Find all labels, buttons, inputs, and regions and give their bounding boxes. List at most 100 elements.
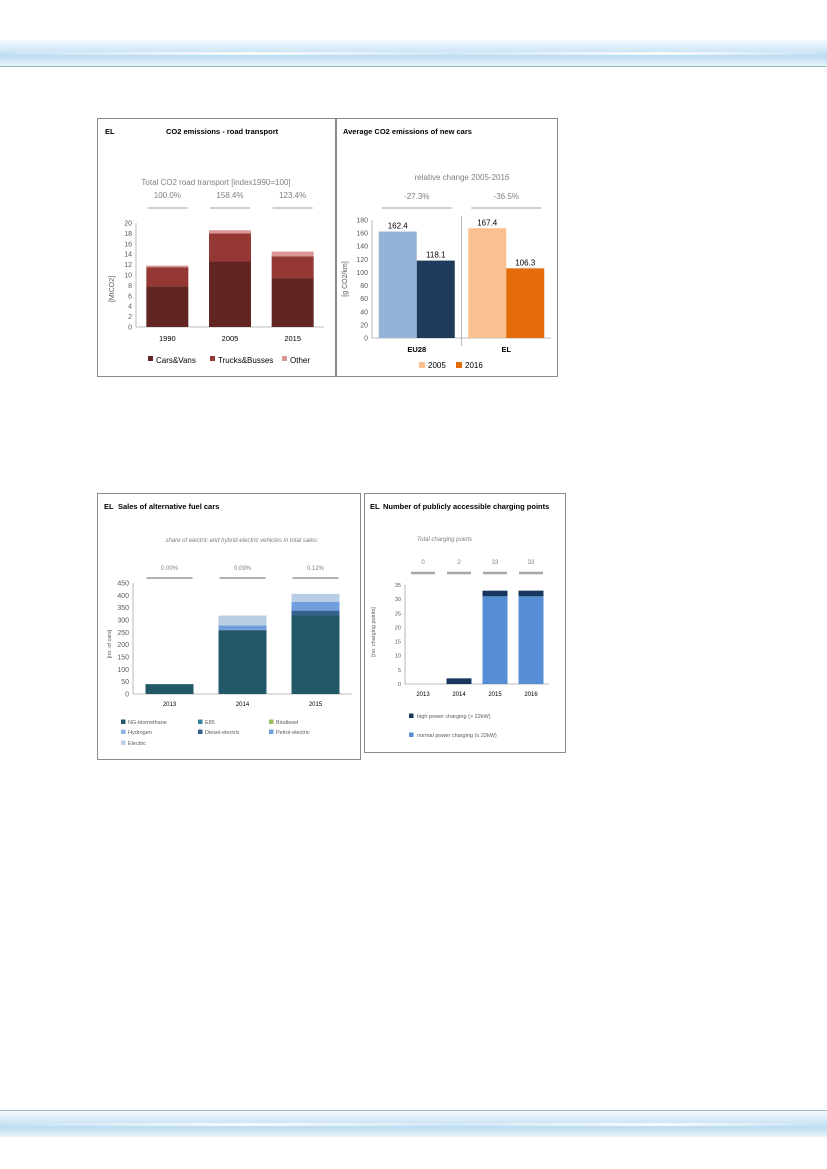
legend-label-other: Other	[290, 356, 310, 365]
legend-swatch-ng-biomethane	[121, 719, 126, 724]
y-tick-label: 0	[125, 692, 129, 699]
y-tick-label: 30	[395, 597, 401, 603]
bar-high-power-charging-22kw-2015	[482, 590, 508, 597]
x-tick-label: 2015	[284, 334, 301, 343]
chart-title: Number of publicly accessible charging p…	[383, 502, 549, 511]
y-tick-label: 0	[128, 325, 132, 332]
y-tick-label: 100	[356, 270, 368, 277]
charging-points-chart: EL Number of publicly accessible chargin…	[370, 502, 549, 739]
y-tick-label: 12	[124, 262, 132, 269]
bar-petrol-electric-2015	[291, 601, 340, 611]
co2-road-transport-chart: EL CO2 emissions - road transport Total …	[105, 127, 324, 365]
y-tick-label: 40	[360, 309, 368, 316]
bar-cars-vans-2005	[209, 261, 251, 327]
y-tick-label: 25	[395, 611, 401, 617]
y-tick-label: 160	[356, 231, 368, 238]
y-axis-label: [no. of cars]	[107, 629, 113, 658]
legend-swatch-petrol-electric	[269, 729, 274, 734]
y-tick-label: 4	[128, 304, 132, 311]
legend-swatch-trucks-busses	[210, 356, 215, 361]
data-label: 118.1	[426, 251, 446, 260]
x-tick-label: 2015	[309, 702, 323, 708]
x-tick-label: 2016	[524, 692, 538, 698]
chart-title: CO2 emissions - road transport	[166, 127, 279, 136]
y-tick-label: 14	[124, 252, 132, 259]
bar-el-2016	[506, 268, 545, 338]
bar-petrol-electric-2014	[218, 625, 267, 630]
y-tick-label: 0	[398, 682, 401, 688]
bar-ng-biomethane-2013	[145, 684, 194, 694]
y-tick-label: 2	[128, 314, 132, 321]
chart-subtitle: Total charging points	[417, 537, 472, 543]
legend-label-2005: 2005	[428, 361, 446, 370]
bar-eu28-2016	[416, 260, 455, 338]
y-tick-label: 400	[117, 593, 129, 600]
legend-swatch-hydrogen	[121, 729, 126, 734]
legend-swatch-high-power	[409, 713, 414, 718]
data-label: 167.4	[477, 218, 498, 227]
total-label: 0	[421, 560, 425, 566]
chart-country: EL	[370, 502, 380, 511]
bar-trucks-busses-2005	[209, 233, 251, 262]
x-tick-label: 2014	[452, 692, 466, 698]
legend-swatch-electric	[121, 740, 126, 745]
alternative-fuel-sales-chart: EL Sales of alternative fuel cars share …	[104, 502, 352, 747]
header-banner	[0, 40, 827, 67]
y-tick-label: 100	[117, 667, 129, 674]
y-tick-label: 10	[395, 654, 401, 660]
legend-swatch-biodiesel	[269, 719, 274, 724]
x-tick-label: 2013	[416, 692, 430, 698]
legend-label-electric: Electric	[128, 741, 146, 747]
y-tick-label: 35	[395, 583, 401, 589]
y-axis-label: [g CO2/km]	[342, 261, 349, 296]
y-tick-label: 20	[124, 221, 132, 228]
bar-normal-power-charging-22kw-2016	[518, 596, 544, 684]
y-tick-label: 120	[356, 257, 368, 264]
chart-country: EL	[104, 502, 114, 511]
legend-label-hydrogen: Hydrogen	[128, 730, 152, 736]
chart-title: Average CO2 emissions of new cars	[343, 127, 472, 136]
legend-swatch-e85	[198, 719, 203, 724]
total-label: 33	[528, 560, 535, 566]
bar-high-power-charging-22kw-2016	[518, 590, 544, 597]
new-cars-co2-chart: Average CO2 emissions of new cars relati…	[342, 127, 551, 370]
y-tick-label: 200	[117, 642, 129, 649]
bar-el-2005	[468, 228, 507, 338]
share-label: 0.00%	[161, 566, 179, 572]
data-label: 162.4	[388, 222, 409, 231]
share-label: 0.12%	[307, 566, 325, 572]
legend-label-petrol-electric: Petrol-electric	[276, 730, 310, 736]
bar-diesel-electric-2014	[218, 629, 267, 631]
bar-ng-biomethane-2014	[218, 630, 267, 694]
y-tick-label: 60	[360, 296, 368, 303]
y-tick-label: 20	[395, 625, 401, 631]
y-tick-label: 0	[364, 336, 368, 343]
change-label: -27.3%	[404, 192, 429, 201]
chart-country: EL	[105, 127, 115, 136]
alternative-fuel-sales-panel: EL Sales of alternative fuel cars share …	[97, 493, 361, 760]
x-tick-label: 2015	[488, 692, 502, 698]
x-tick-label: 2013	[163, 702, 177, 708]
bar-other-1990	[146, 265, 189, 268]
legend-label-normal-power: normal power charging (≤ 22kW)	[417, 733, 497, 739]
legend-label-cars-vans: Cars&Vans	[156, 356, 196, 365]
y-tick-label: 250	[117, 630, 129, 637]
y-tick-label: 5	[398, 668, 401, 674]
legend-label-diesel-electric: Diesel-electric	[205, 730, 240, 736]
y-tick-label: 350	[117, 605, 129, 612]
y-tick-label: 6	[128, 293, 132, 300]
chart-subtitle: share of electric and hybrid-electric ve…	[165, 538, 318, 544]
bar-normal-power-charging-22kw-2015	[482, 596, 508, 684]
bar-eu28-2005	[378, 231, 417, 338]
footer-banner	[0, 1110, 827, 1137]
share-label: 0.09%	[234, 566, 252, 572]
bar-ng-biomethane-2015	[291, 615, 340, 694]
x-tick-label: EU28	[407, 345, 426, 354]
co2-road-transport-panel: EL CO2 emissions - road transport Total …	[97, 118, 336, 377]
total-label: 2	[457, 560, 461, 566]
charging-points-panel: EL Number of publicly accessible chargin…	[364, 493, 566, 753]
y-tick-label: 180	[356, 218, 368, 225]
y-tick-label: 50	[121, 679, 129, 686]
y-axis-label: [MtCO2]	[109, 276, 116, 302]
bar-electric-2014	[218, 615, 267, 626]
